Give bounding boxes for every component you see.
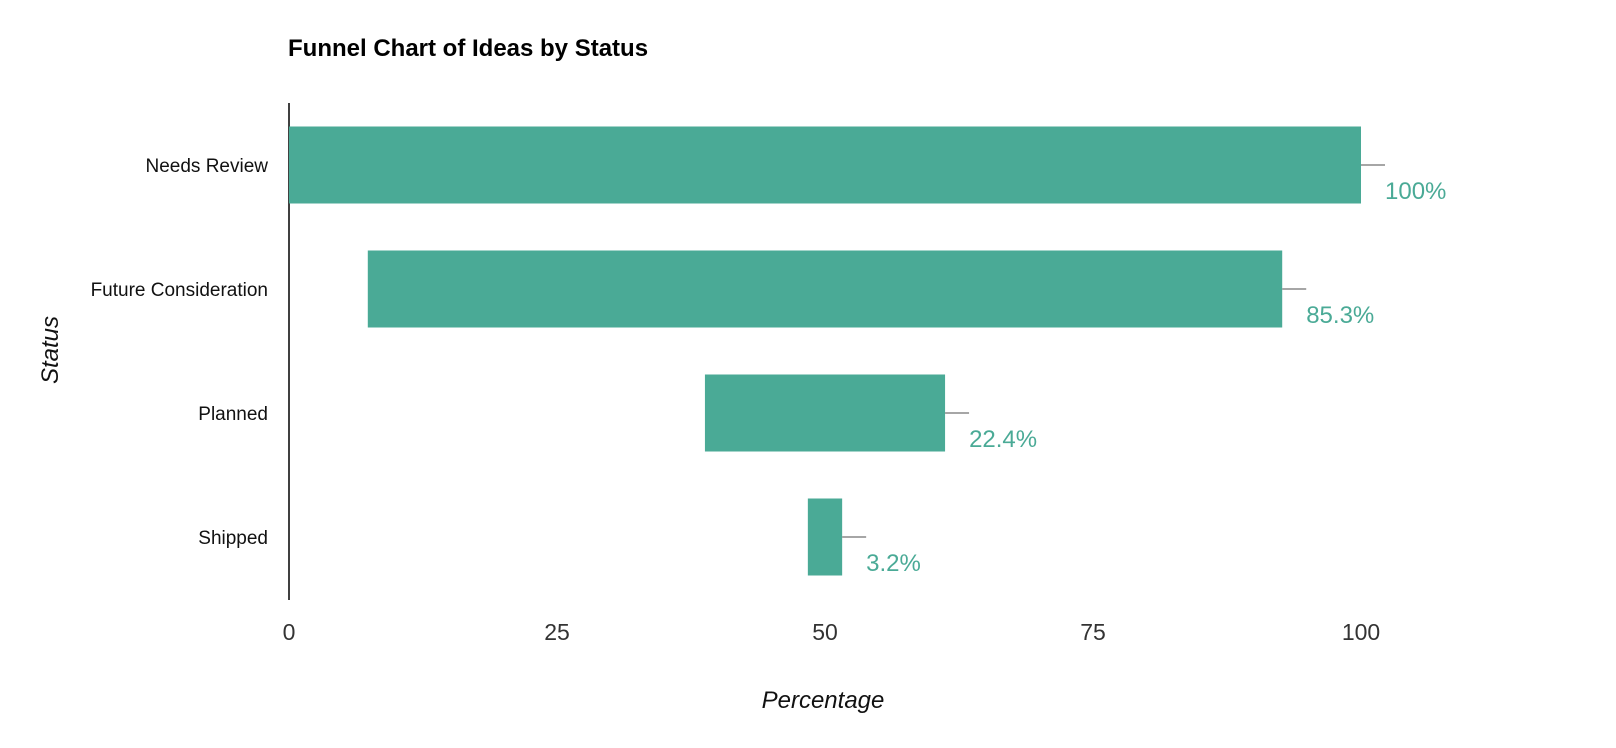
x-tick-label-100: 100	[1342, 619, 1380, 645]
y-axis-title: Status	[37, 316, 64, 384]
bars-layer: Needs Review 100% Future Consideration 85.3…	[91, 126, 1446, 577]
x-tick-label-50: 50	[812, 619, 838, 645]
value-label-future-consideration: 85.3%	[1306, 302, 1374, 329]
value-label-shipped: 3.2%	[866, 550, 921, 577]
x-axis-title: Percentage	[762, 687, 885, 714]
value-label-needs-review: 100%	[1385, 178, 1446, 205]
category-label-future-consideration: Future Consideration	[91, 280, 268, 301]
x-tick-label-0: 0	[283, 619, 296, 645]
funnel-bar-planned	[704, 374, 946, 452]
funnel-bar-needs-review	[289, 126, 1361, 204]
x-tick-label-75: 75	[1080, 619, 1106, 645]
x-ticks-layer: 0 25 50 75 100	[283, 619, 1381, 645]
category-label-planned: Planned	[198, 404, 268, 425]
x-tick-label-25: 25	[544, 619, 570, 645]
category-label-shipped: Shipped	[198, 528, 268, 549]
funnel-bar-shipped	[807, 498, 843, 576]
category-label-needs-review: Needs Review	[146, 156, 269, 177]
chart-title: Funnel Chart of Ideas by Status	[288, 35, 648, 62]
value-label-planned: 22.4%	[969, 426, 1037, 453]
funnel-bar-future-consideration	[367, 250, 1283, 328]
